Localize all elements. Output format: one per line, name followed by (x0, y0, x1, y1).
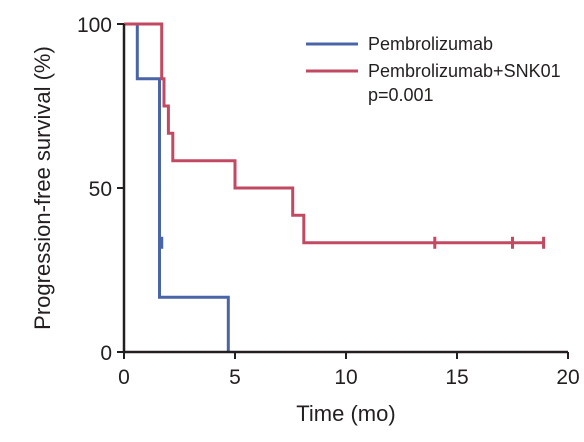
legend: Pembrolizumab Pembrolizumab+SNK01 (306, 34, 561, 81)
series-layer (124, 22, 546, 352)
x-tick-label-3: 15 (445, 366, 468, 389)
x-tick-label-2: 10 (334, 366, 357, 389)
x-tick-label-1: 5 (229, 366, 241, 389)
legend-label-1: Pembrolizumab+SNK01 (368, 61, 561, 81)
ticks: 0 5 10 15 20 0 50 100 (77, 14, 580, 389)
x-tick-label-0: 0 (118, 366, 130, 389)
p-value-annotation: p=0.001 (368, 85, 434, 105)
y-tick-label-2: 100 (77, 14, 112, 37)
legend-label-0: Pembrolizumab (368, 34, 493, 54)
series-line-1 (124, 22, 544, 245)
series-line-0 (124, 22, 230, 352)
y-tick-label-0: 0 (100, 342, 112, 365)
y-axis-title: Progression-free survival (%) (30, 46, 55, 330)
y-tick-label-1: 50 (89, 178, 112, 201)
x-tick-label-4: 20 (556, 366, 579, 389)
x-axis-title: Time (mo) (296, 401, 395, 426)
